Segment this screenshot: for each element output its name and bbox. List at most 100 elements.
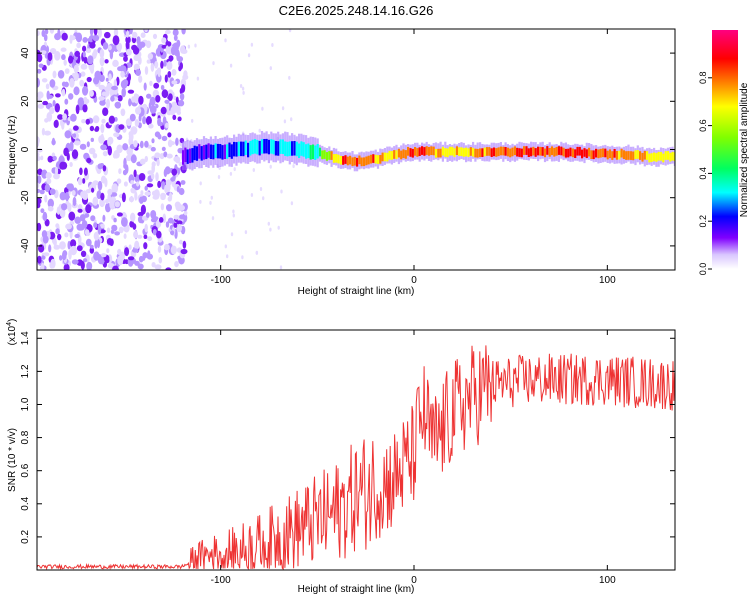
noise-speck — [152, 216, 159, 221]
noise-speck — [262, 196, 265, 201]
noise-speck — [84, 229, 90, 236]
noise-speck — [128, 29, 133, 35]
noise-speck — [40, 50, 47, 55]
noise-speck — [61, 88, 66, 97]
noise-speck — [87, 55, 94, 65]
snr-series-line — [37, 345, 675, 570]
noise-speck — [233, 167, 236, 172]
noise-speck — [151, 161, 156, 167]
track-cell — [216, 143, 219, 159]
noise-speck — [99, 197, 105, 208]
noise-speck — [147, 170, 154, 175]
noise-speck — [153, 82, 160, 89]
noise-speck — [138, 173, 146, 181]
noise-speck — [114, 151, 120, 159]
noise-speck — [151, 262, 156, 268]
noise-speck — [59, 255, 63, 261]
noise-speck — [47, 52, 53, 62]
y-tick-label: 1.2 — [20, 364, 31, 378]
spectrogram-panel: -100 0 100 -40 -20 0 20 40 Height of straight … — [7, 28, 676, 297]
noise-speck — [86, 76, 92, 83]
track-cell — [423, 147, 426, 156]
y-tick-label: 0.8 — [20, 430, 31, 444]
y-tick-label: -20 — [20, 190, 31, 205]
noise-speck — [68, 249, 72, 260]
track-cell — [432, 146, 435, 156]
noise-speck — [54, 166, 59, 175]
noise-speck — [91, 187, 95, 193]
track-cell — [606, 150, 609, 160]
noise-speck — [217, 175, 221, 179]
noise-speck — [180, 248, 188, 255]
colorbar-ticks: 0.0 0.2 0.4 0.6 0.8 — [698, 72, 712, 275]
noise-speck — [82, 51, 86, 58]
noise-speck — [54, 33, 61, 41]
noise-speck — [232, 209, 235, 214]
track-cell — [258, 140, 261, 156]
noise-speck — [59, 191, 67, 201]
noise-speck — [191, 118, 194, 123]
track-cell — [272, 139, 275, 155]
colorbar-tick-label: 0.6 — [698, 119, 708, 132]
track-cell — [200, 146, 203, 161]
track-cell — [337, 154, 340, 164]
noise-speck — [70, 113, 77, 122]
noise-speck — [79, 79, 85, 87]
noise-speck — [176, 186, 180, 193]
noise-speck — [224, 38, 227, 43]
track-cell — [298, 143, 301, 158]
noise-speck — [57, 70, 65, 79]
track-cell — [592, 150, 595, 160]
noise-speck — [224, 244, 227, 249]
noise-speck — [107, 137, 112, 147]
noise-speck — [163, 59, 167, 67]
track-cell — [226, 144, 229, 159]
noise-speck — [143, 82, 147, 91]
track-cell — [247, 142, 250, 158]
noise-speck — [109, 199, 116, 210]
noise-speck — [133, 93, 138, 99]
track-cell — [437, 148, 440, 158]
noise-speck — [49, 48, 57, 55]
noise-speck — [165, 41, 172, 47]
noise-speck — [181, 29, 186, 35]
noise-speck — [80, 260, 85, 270]
track-cell — [578, 146, 581, 156]
noise-speck — [146, 93, 152, 99]
track-cell — [548, 148, 551, 157]
noise-speck — [96, 190, 102, 200]
noise-speck — [107, 145, 113, 156]
noise-speck — [269, 164, 272, 169]
noise-speck — [147, 250, 151, 257]
noise-speck — [130, 180, 135, 185]
noise-speck — [157, 46, 162, 51]
noise-speck — [145, 116, 152, 126]
noise-speck — [37, 197, 42, 205]
track-cell — [530, 147, 533, 157]
noise-speck — [38, 63, 44, 68]
noise-speck — [114, 201, 121, 208]
noise-speck — [66, 183, 74, 190]
noise-speck — [102, 165, 107, 172]
track-cell — [212, 144, 215, 160]
noise-speck — [46, 94, 54, 99]
noise-speck — [48, 244, 52, 253]
noise-speck — [125, 49, 132, 56]
track-cell — [182, 150, 185, 165]
noise-speck — [102, 107, 109, 116]
track-cell — [219, 144, 222, 159]
noise-speck — [69, 162, 73, 167]
noise-speck — [65, 223, 72, 230]
track-cell — [527, 148, 530, 157]
track-cell — [523, 146, 526, 155]
noise-speck — [211, 216, 215, 221]
track-cell — [404, 150, 407, 159]
noise-speck — [176, 39, 181, 48]
track-cell — [381, 152, 384, 162]
track-cell — [581, 149, 584, 159]
noise-speck — [111, 183, 119, 194]
track-cell — [365, 156, 368, 166]
track-cell — [485, 147, 489, 156]
noise-speck — [120, 108, 126, 117]
